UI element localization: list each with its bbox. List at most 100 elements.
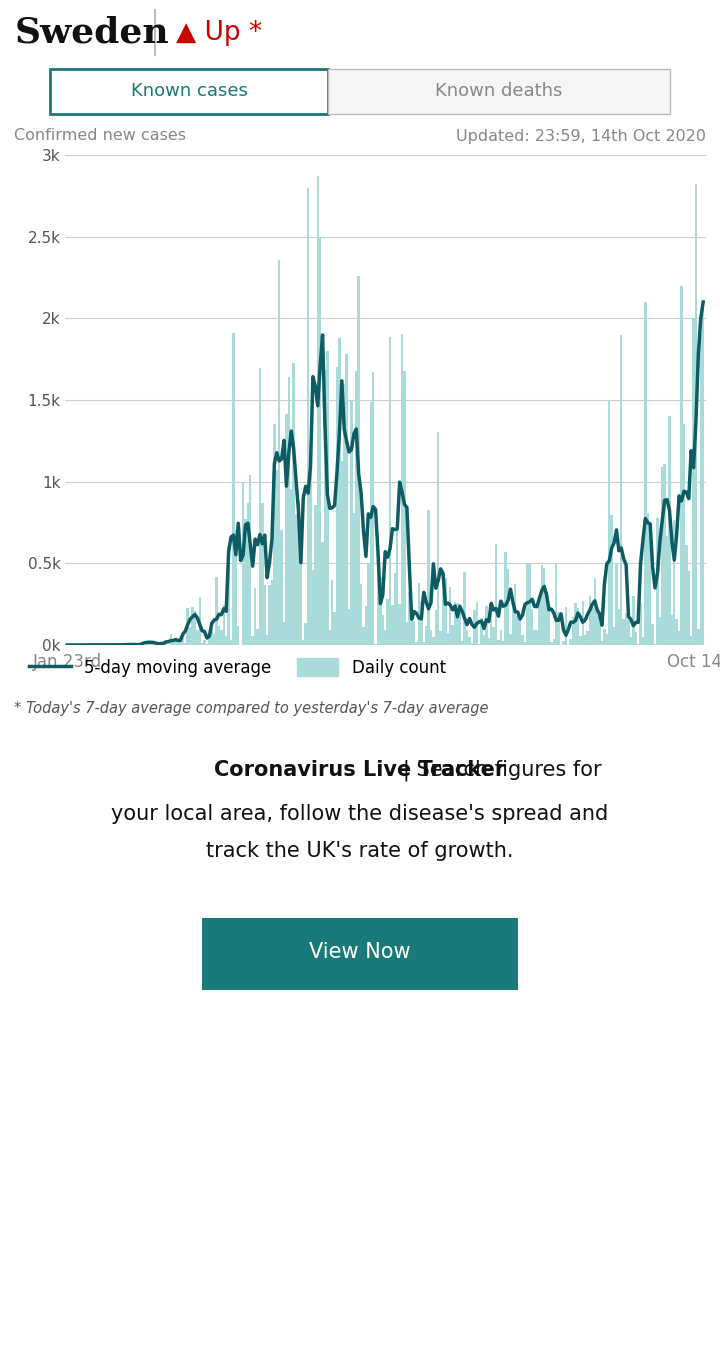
Bar bbox=[562, 641, 564, 645]
Bar bbox=[627, 620, 630, 645]
Bar bbox=[553, 639, 555, 645]
Bar bbox=[228, 546, 230, 645]
Bar bbox=[242, 483, 244, 645]
Bar bbox=[194, 612, 196, 645]
Bar bbox=[271, 580, 273, 645]
Bar bbox=[350, 401, 353, 645]
Bar bbox=[437, 432, 439, 645]
Bar bbox=[502, 641, 505, 645]
Bar bbox=[582, 601, 584, 645]
Bar bbox=[608, 401, 611, 645]
Bar bbox=[471, 643, 473, 645]
Bar bbox=[398, 604, 401, 645]
Bar bbox=[697, 630, 700, 645]
Text: Updated: 23:59, 14th Oct 2020: Updated: 23:59, 14th Oct 2020 bbox=[456, 129, 706, 144]
Bar bbox=[310, 445, 312, 645]
Bar bbox=[541, 565, 543, 645]
Bar bbox=[509, 634, 512, 645]
Bar bbox=[377, 553, 379, 645]
Bar bbox=[280, 530, 283, 645]
Bar bbox=[165, 642, 167, 645]
Bar bbox=[464, 572, 466, 645]
Bar bbox=[473, 611, 475, 645]
Bar bbox=[589, 597, 591, 645]
Bar bbox=[536, 630, 538, 645]
Bar bbox=[492, 627, 495, 645]
Bar bbox=[507, 569, 509, 645]
Bar bbox=[273, 424, 276, 645]
Bar bbox=[251, 635, 254, 645]
Bar bbox=[217, 626, 220, 645]
Bar bbox=[618, 609, 620, 645]
Bar bbox=[302, 639, 305, 645]
Bar bbox=[278, 259, 280, 645]
Bar bbox=[158, 642, 160, 645]
Bar bbox=[319, 236, 321, 645]
Bar bbox=[666, 535, 668, 645]
Bar bbox=[394, 572, 396, 645]
Text: Known cases: Known cases bbox=[130, 82, 248, 100]
Bar bbox=[360, 584, 362, 645]
Legend: 5-day moving average, Daily count: 5-day moving average, Daily count bbox=[23, 652, 452, 683]
Bar bbox=[372, 372, 374, 645]
Bar bbox=[442, 591, 444, 645]
Text: | Search figures for: | Search figures for bbox=[118, 759, 602, 781]
Bar bbox=[620, 335, 623, 645]
Bar bbox=[659, 617, 661, 645]
Bar bbox=[415, 642, 418, 645]
Bar bbox=[451, 626, 454, 645]
Bar bbox=[461, 641, 464, 645]
Bar bbox=[418, 583, 420, 645]
Bar bbox=[423, 642, 425, 645]
Bar bbox=[693, 318, 695, 645]
Bar bbox=[148, 639, 150, 645]
Bar bbox=[235, 530, 237, 645]
Bar bbox=[656, 517, 659, 645]
Bar bbox=[186, 608, 189, 645]
Text: track the UK's rate of growth.: track the UK's rate of growth. bbox=[206, 841, 514, 860]
Text: your local area, follow the disease's spread and: your local area, follow the disease's sp… bbox=[112, 804, 608, 823]
Bar bbox=[673, 520, 675, 645]
Bar bbox=[396, 530, 398, 645]
Bar bbox=[230, 639, 233, 645]
Bar bbox=[285, 413, 287, 645]
Bar bbox=[593, 578, 596, 645]
Bar bbox=[225, 637, 228, 645]
Bar bbox=[647, 513, 649, 645]
Bar bbox=[531, 609, 534, 645]
Bar bbox=[663, 465, 666, 645]
Bar bbox=[548, 609, 550, 645]
Text: ▲ Up *: ▲ Up * bbox=[176, 19, 263, 45]
Bar bbox=[199, 597, 201, 645]
Bar bbox=[642, 637, 644, 645]
Bar bbox=[613, 627, 616, 645]
Bar bbox=[295, 513, 297, 645]
Bar bbox=[700, 335, 702, 645]
Bar bbox=[606, 634, 608, 645]
Bar bbox=[644, 302, 647, 645]
Bar bbox=[505, 552, 507, 645]
Bar bbox=[266, 635, 269, 645]
Bar bbox=[237, 627, 240, 645]
Bar bbox=[413, 622, 415, 645]
Bar bbox=[678, 631, 680, 645]
Bar bbox=[514, 584, 516, 645]
Bar bbox=[428, 510, 430, 645]
Bar bbox=[389, 338, 391, 645]
Bar bbox=[446, 632, 449, 645]
Bar bbox=[276, 469, 278, 645]
Bar bbox=[305, 623, 307, 645]
Bar bbox=[649, 536, 652, 645]
Bar bbox=[623, 619, 625, 645]
Bar bbox=[630, 637, 632, 645]
Bar bbox=[498, 639, 500, 645]
Bar bbox=[333, 612, 336, 645]
Bar bbox=[680, 285, 683, 645]
Bar bbox=[408, 593, 410, 645]
Bar bbox=[485, 606, 487, 645]
Bar bbox=[283, 622, 285, 645]
Bar bbox=[210, 630, 213, 645]
Bar bbox=[577, 608, 579, 645]
Bar bbox=[317, 176, 319, 645]
Bar bbox=[208, 634, 210, 645]
